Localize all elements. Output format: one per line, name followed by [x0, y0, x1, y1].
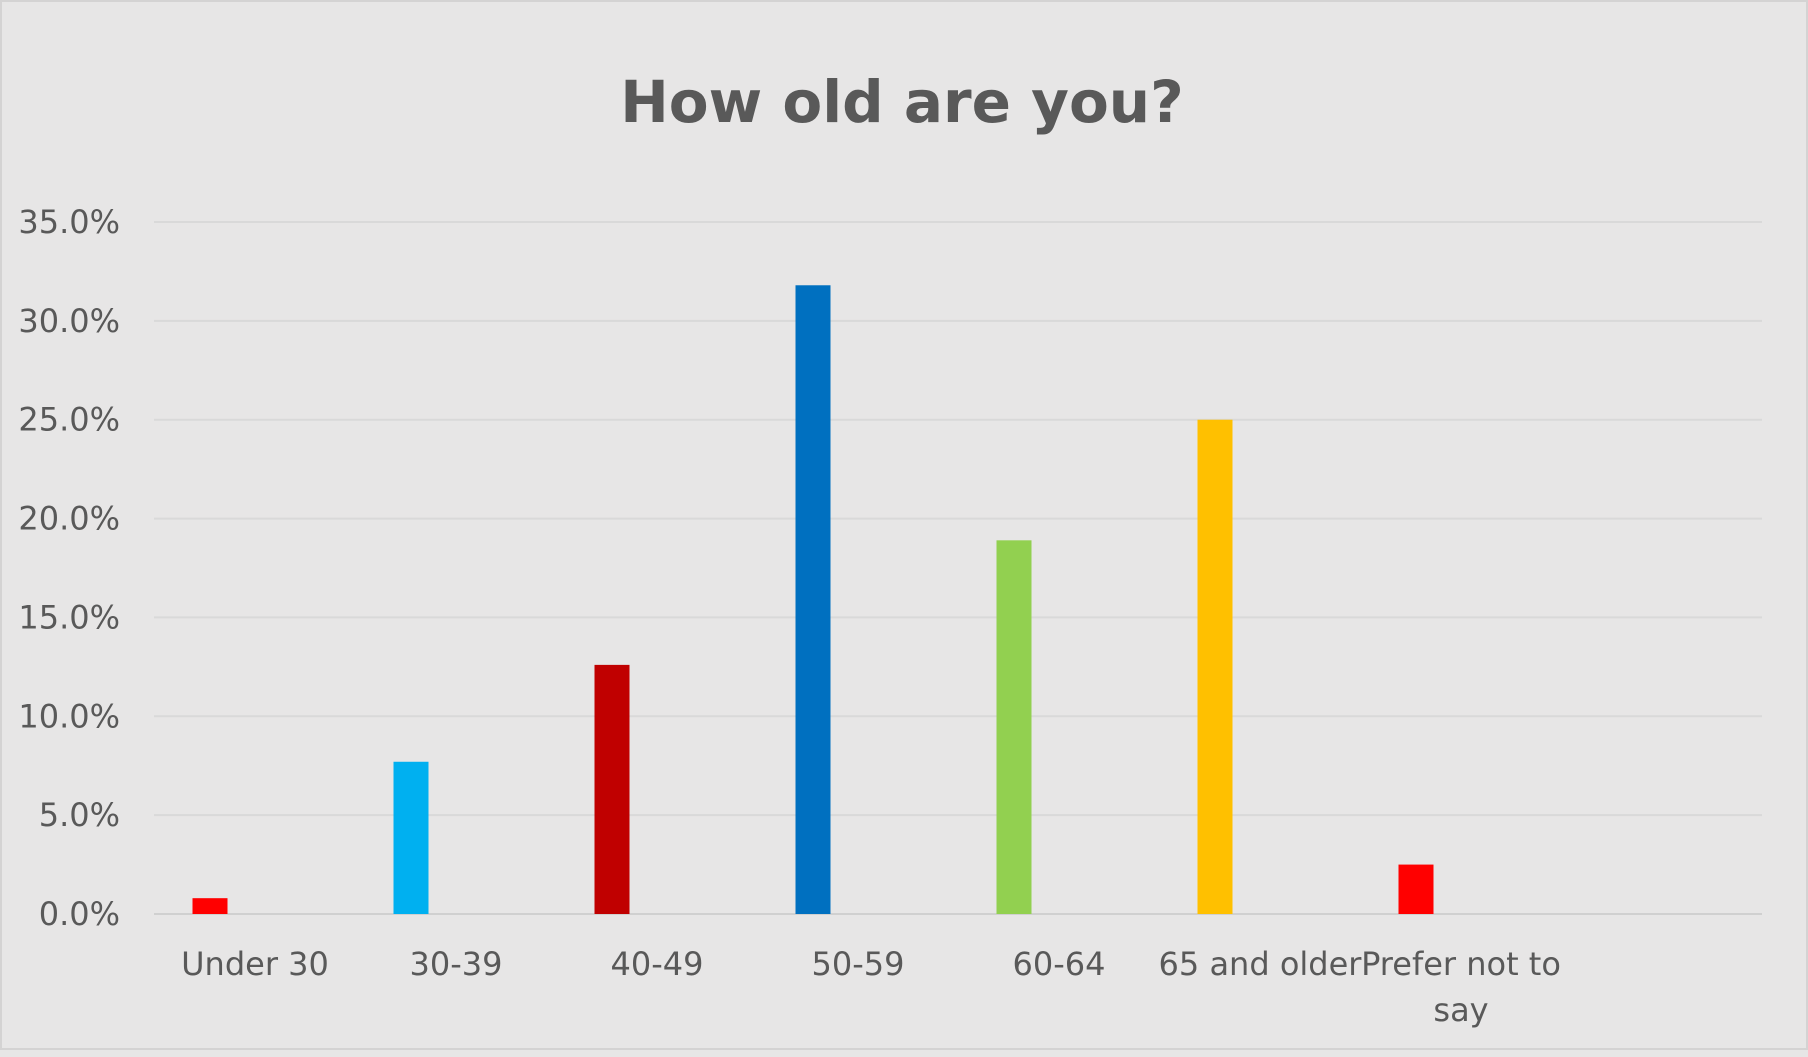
bar-prefer-not-to-say	[1398, 864, 1434, 914]
x-category-label: 40-49	[611, 945, 704, 983]
x-category-label: 60-64	[1013, 945, 1106, 983]
y-tick-label: 25.0%	[18, 401, 120, 439]
x-category-label: Under 30	[181, 945, 329, 983]
bar-60-64	[996, 540, 1032, 914]
bar-under-30	[192, 898, 228, 914]
y-tick-label: 20.0%	[18, 500, 120, 538]
x-category-label: 50-59	[812, 945, 905, 983]
bars	[192, 285, 1434, 915]
y-tick-label: 35.0%	[18, 203, 120, 241]
bar-50-59	[795, 285, 831, 915]
x-category-label: 65 and older	[1159, 945, 1363, 983]
y-tick-label: 30.0%	[18, 302, 120, 340]
y-tick-label: 0.0%	[39, 895, 120, 933]
bar-65-and-older	[1197, 419, 1233, 914]
x-category-label: Prefer not to say	[1361, 945, 1561, 1029]
bar-30-39	[393, 761, 429, 914]
y-axis-ticks: 0.0% 5.0% 10.0% 15.0% 20.0% 25.0% 30.0% 35.0%	[18, 203, 120, 933]
y-tick-label: 5.0%	[39, 796, 120, 834]
y-tick-label: 10.0%	[18, 697, 120, 735]
bar-40-49	[594, 664, 630, 914]
chart-title: How old are you?	[620, 68, 1183, 136]
y-tick-label: 15.0%	[18, 598, 120, 636]
x-category-label: 30-39	[410, 945, 503, 983]
x-axis-labels: Under 30 30-39 40-49 50-59 60-64 65 and older…	[181, 945, 1561, 1029]
